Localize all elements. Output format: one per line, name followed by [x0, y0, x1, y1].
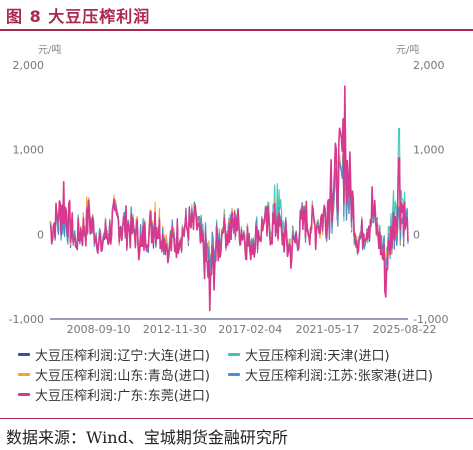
source-rule: [0, 418, 473, 419]
series-line: [49, 85, 409, 312]
y-tick-label-right: 1,000: [413, 144, 445, 157]
x-tick-label: 2017-02-04: [218, 323, 282, 336]
data-source: 数据来源：Wind、宝城期货金融研究所: [6, 428, 288, 447]
legend-item: 大豆压榨利润:广东:东莞(进口): [18, 385, 210, 404]
legend-swatch: [18, 373, 30, 376]
y-tick-label-right: 0: [413, 228, 420, 241]
right-unit-label: 元/吨: [396, 43, 419, 56]
y-tick-label-right: -1,000: [413, 313, 448, 326]
legend-item: 大豆压榨利润:辽宁:大连(进口): [18, 345, 210, 364]
y-tick-label-left: 2,000: [13, 59, 45, 72]
series-line: [49, 133, 409, 279]
x-tick-label: 2025-08-22: [373, 323, 437, 336]
x-tick-label: 2008-09-10: [67, 323, 131, 336]
y-tick-label-left: 0: [37, 228, 44, 241]
x-tick-label: 2021-05-17: [296, 323, 360, 336]
legend-label: 大豆压榨利润:广东:东莞(进口): [35, 389, 210, 404]
legend-label: 大豆压榨利润:山东:青岛(进口): [35, 369, 210, 384]
y-tick-label-right: 2,000: [413, 59, 445, 72]
legend-swatch: [228, 353, 240, 356]
legend-swatch: [18, 393, 30, 396]
legend-item: 大豆压榨利润:山东:青岛(进口): [18, 365, 210, 384]
figure-title: 图 8 大豆压榨利润: [6, 7, 151, 26]
chart-area: 元/吨 元/吨 -1,000 -1,000 0 0 1,000 1,000 2,000 2,000…: [9, 43, 449, 336]
y-tick-label-left: -1,000: [9, 313, 44, 326]
legend-swatch: [228, 373, 240, 376]
series-line: [49, 136, 409, 279]
title-rule: [0, 29, 473, 31]
legend-swatch: [18, 353, 30, 356]
legend-label: 大豆压榨利润:辽宁:大连(进口): [35, 349, 210, 364]
legend-label: 大豆压榨利润:天津(进口): [245, 349, 390, 364]
x-tick-label: 2012-11-30: [143, 323, 207, 336]
y-tick-label-left: 1,000: [13, 144, 45, 157]
left-unit-label: 元/吨: [38, 43, 61, 56]
legend-item: 大豆压榨利润:天津(进口): [228, 345, 390, 364]
legend-label: 大豆压榨利润:江苏:张家港(进口): [245, 369, 433, 384]
legend-item: 大豆压榨利润:江苏:张家港(进口): [228, 365, 433, 384]
chart-legend: 大豆压榨利润:辽宁:大连(进口) 大豆压榨利润:天津(进口) 大豆压榨利润:山东:青…: [0, 341, 473, 411]
series-line: [49, 127, 409, 278]
